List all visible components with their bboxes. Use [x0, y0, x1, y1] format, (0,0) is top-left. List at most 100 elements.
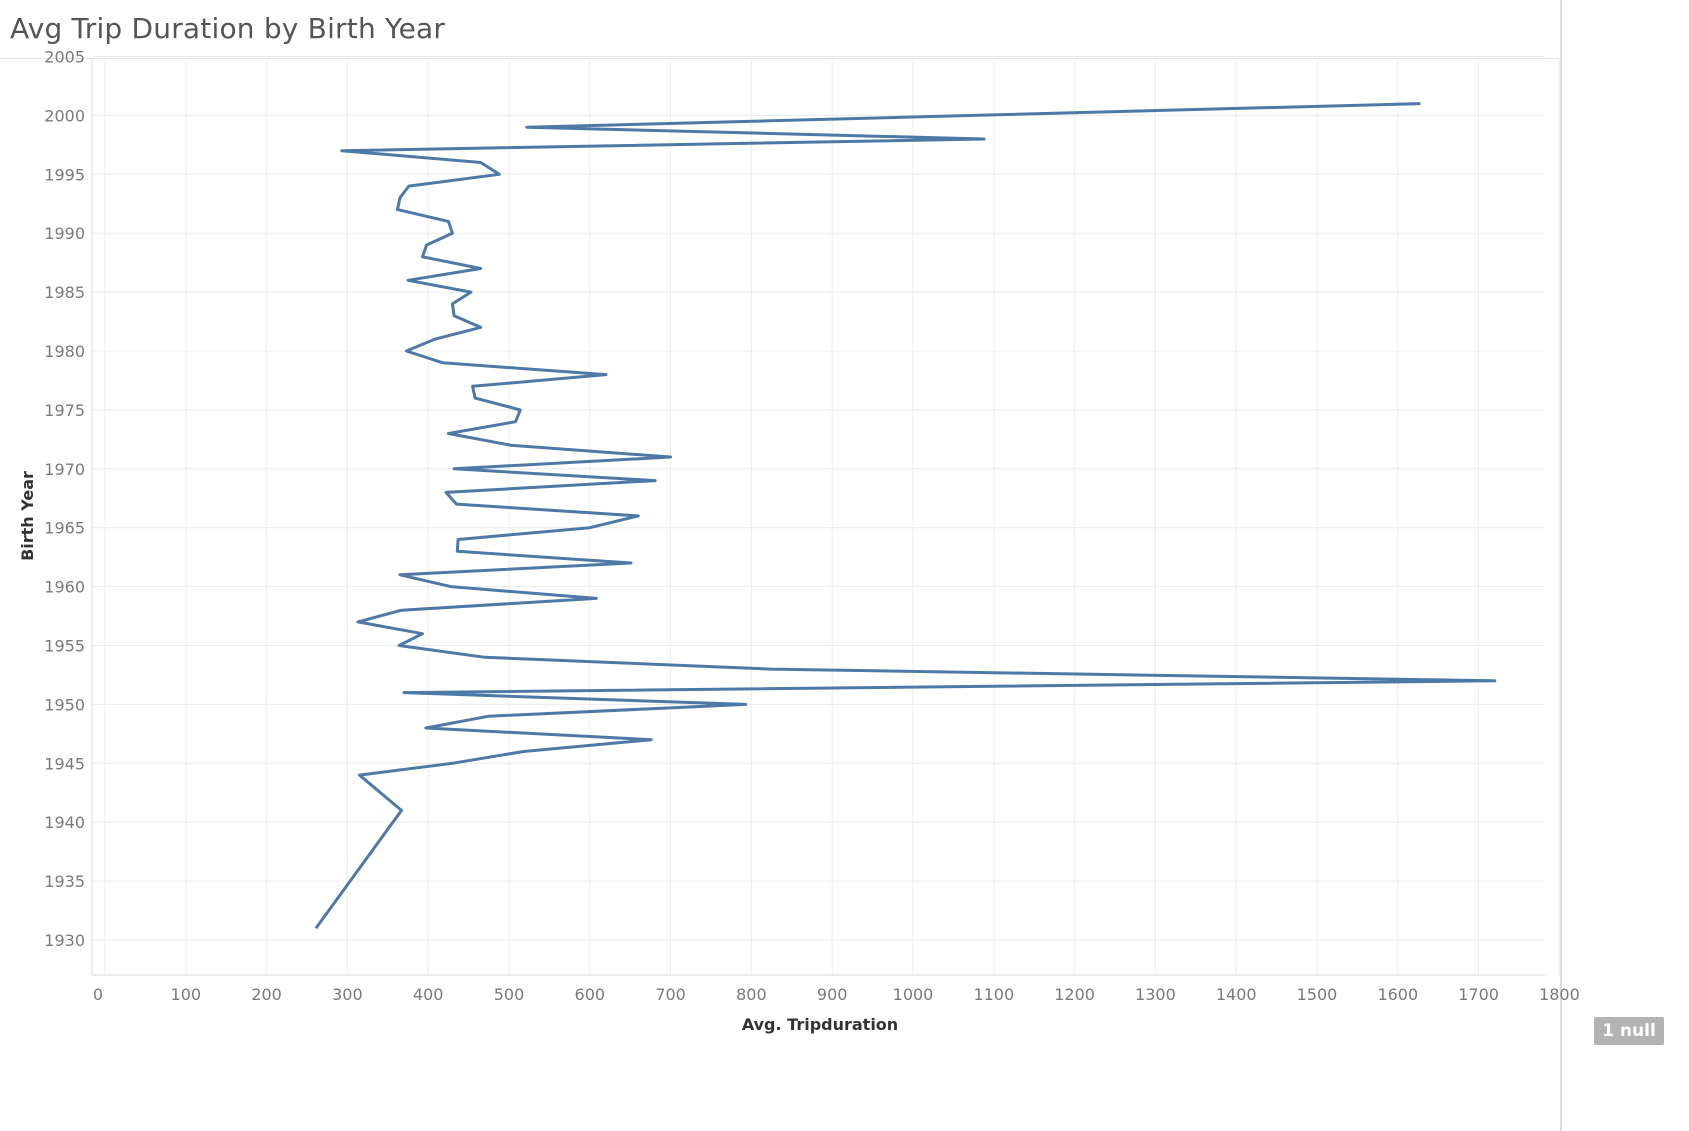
- data-point[interactable]: [356, 771, 364, 779]
- x-tick-label: 1400: [1216, 985, 1257, 1004]
- data-point[interactable]: [450, 312, 458, 320]
- data-point[interactable]: [647, 736, 655, 744]
- gridlines: [92, 56, 1560, 975]
- data-point[interactable]: [453, 547, 461, 555]
- y-tick-label: 1990: [44, 224, 85, 243]
- data-point[interactable]: [742, 700, 750, 708]
- y-tick-label: 1940: [44, 813, 85, 832]
- data-points: [312, 100, 1499, 933]
- y-tick-label: 1935: [44, 872, 85, 891]
- data-point[interactable]: [393, 206, 401, 214]
- tick-labels: 0 100 200 300 400 500 600 700 800 900 1000 1100 1200…: [44, 48, 1579, 1005]
- data-point[interactable]: [419, 253, 427, 261]
- data-point[interactable]: [667, 453, 675, 461]
- y-tick-label: 1985: [44, 283, 85, 302]
- y-tick-label: 1995: [44, 165, 85, 184]
- data-point[interactable]: [1491, 677, 1499, 685]
- y-tick-label: 1965: [44, 519, 85, 538]
- y-tick-label: 1950: [44, 695, 85, 714]
- data-point[interactable]: [516, 406, 524, 414]
- data-point[interactable]: [396, 571, 404, 579]
- data-point[interactable]: [423, 241, 431, 249]
- x-tick-label: 1700: [1458, 985, 1499, 1004]
- x-tick-label: 100: [171, 985, 202, 1004]
- data-point[interactable]: [395, 642, 403, 650]
- data-point[interactable]: [402, 347, 410, 355]
- data-point[interactable]: [444, 429, 452, 437]
- data-point[interactable]: [398, 606, 406, 614]
- y-tick-label: 1975: [44, 401, 85, 420]
- null-indicator-badge[interactable]: 1 null: [1594, 1017, 1664, 1045]
- data-point[interactable]: [627, 559, 635, 567]
- data-point[interactable]: [477, 159, 485, 167]
- data-point[interactable]: [419, 630, 427, 638]
- data-point[interactable]: [354, 618, 362, 626]
- data-point[interactable]: [448, 229, 456, 237]
- data-point[interactable]: [454, 535, 462, 543]
- data-point[interactable]: [980, 135, 988, 143]
- data-point[interactable]: [312, 924, 320, 932]
- data-point[interactable]: [586, 524, 594, 532]
- y-tick-label: 1980: [44, 342, 85, 361]
- y-tick-label: 1930: [44, 931, 85, 950]
- x-axis-title: Avg. Tripduration: [742, 1015, 898, 1034]
- data-point[interactable]: [651, 477, 659, 485]
- data-point[interactable]: [400, 689, 408, 697]
- x-tick-label: 1500: [1297, 985, 1338, 1004]
- data-point[interactable]: [448, 759, 456, 767]
- data-point[interactable]: [422, 724, 430, 732]
- data-point[interactable]: [602, 371, 610, 379]
- data-point[interactable]: [452, 500, 460, 508]
- data-point[interactable]: [442, 488, 450, 496]
- data-point[interactable]: [495, 170, 503, 178]
- x-tick-label: 1300: [1135, 985, 1176, 1004]
- data-point[interactable]: [444, 217, 452, 225]
- data-point[interactable]: [481, 653, 489, 661]
- y-tick-label: 1945: [44, 754, 85, 773]
- axes: [91, 58, 1545, 976]
- data-point[interactable]: [439, 359, 447, 367]
- data-point[interactable]: [447, 583, 455, 591]
- x-tick-label: 1200: [1054, 985, 1095, 1004]
- chart-title: Avg Trip Duration by Birth Year: [10, 12, 446, 45]
- data-point[interactable]: [511, 418, 519, 426]
- x-tick-label: 1600: [1377, 985, 1418, 1004]
- data-point[interactable]: [338, 147, 346, 155]
- data-point[interactable]: [398, 806, 406, 814]
- x-tick-label: 800: [736, 985, 767, 1004]
- data-point[interactable]: [448, 300, 456, 308]
- data-point[interactable]: [450, 465, 458, 473]
- data-point[interactable]: [405, 182, 413, 190]
- y-tick-label: 1960: [44, 578, 85, 597]
- data-point[interactable]: [477, 265, 485, 273]
- data-point[interactable]: [592, 594, 600, 602]
- x-tick-label: 1800: [1539, 985, 1580, 1004]
- x-tick-label: 400: [413, 985, 444, 1004]
- data-point[interactable]: [404, 276, 412, 284]
- pane-border: [1560, 0, 1562, 1131]
- x-tick-label: 200: [251, 985, 282, 1004]
- data-point[interactable]: [471, 394, 479, 402]
- title-divider: [0, 58, 1560, 59]
- data-point[interactable]: [1416, 100, 1424, 108]
- data-point[interactable]: [467, 288, 475, 296]
- data-point[interactable]: [507, 441, 515, 449]
- data-point[interactable]: [523, 123, 531, 131]
- data-point[interactable]: [520, 748, 528, 756]
- data-point[interactable]: [469, 382, 477, 390]
- x-tick-label: 300: [332, 985, 363, 1004]
- data-point[interactable]: [396, 194, 404, 202]
- y-tick-label: 2000: [44, 106, 85, 125]
- data-point[interactable]: [477, 323, 485, 331]
- x-tick-label: 1000: [893, 985, 934, 1004]
- series-line: [314, 102, 1497, 930]
- y-tick-label: 1970: [44, 460, 85, 479]
- x-tick-label: 500: [494, 985, 525, 1004]
- y-axis-title: Birth Year: [18, 471, 37, 561]
- data-point[interactable]: [768, 665, 776, 673]
- data-point[interactable]: [634, 512, 642, 520]
- data-point[interactable]: [485, 712, 493, 720]
- x-tick-label: 600: [575, 985, 606, 1004]
- data-point[interactable]: [431, 335, 439, 343]
